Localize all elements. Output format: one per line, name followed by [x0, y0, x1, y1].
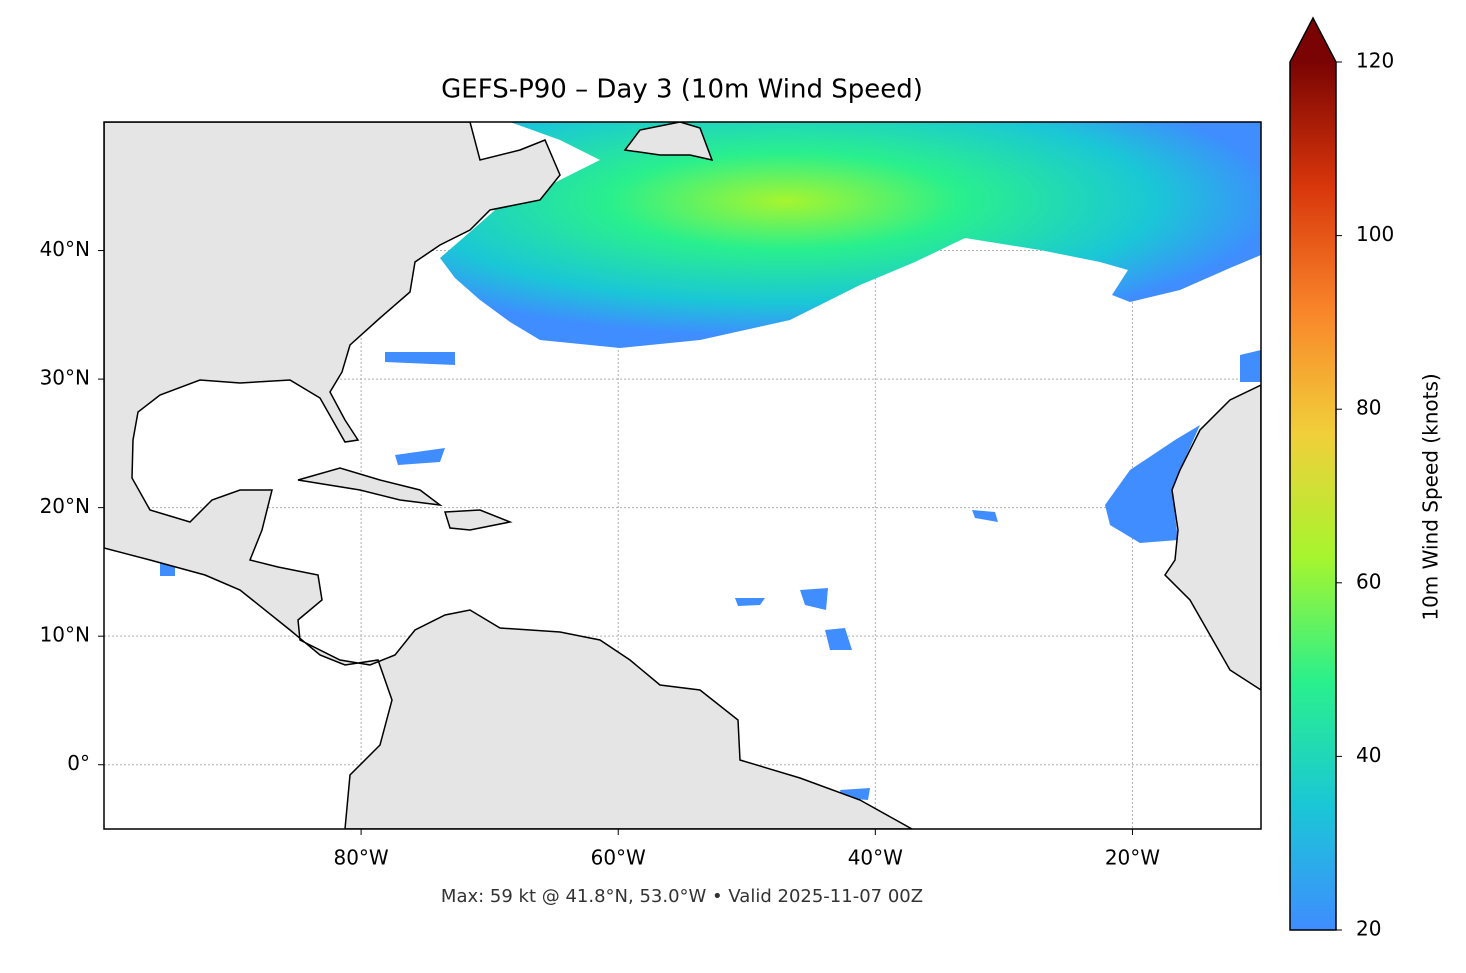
wind-patch: [735, 598, 765, 606]
colorbar-tick-label: 100: [1356, 222, 1394, 246]
wind-patch: [1240, 350, 1261, 382]
land-hispaniola: [443, 509, 513, 531]
colorbar-tick-label: 40: [1356, 743, 1381, 767]
map-area: [104, 122, 1261, 829]
map-frame: [103, 121, 1262, 830]
wind-patch: [825, 628, 852, 650]
colorbar-label: 10m Wind Speed (knots): [1419, 373, 1443, 620]
land-americas: [104, 122, 914, 829]
x-tick-label: 20°W: [1105, 846, 1160, 870]
y-tick-label: 0°: [67, 751, 90, 775]
y-tick-label: 20°N: [40, 494, 90, 518]
colorbar-tick-label: 60: [1356, 569, 1381, 593]
wind-patch: [972, 510, 998, 522]
wind-patch: [385, 352, 455, 365]
colorbar-extension: [1290, 18, 1336, 62]
y-tick-label: 10°N: [40, 623, 90, 647]
wind-patch: [395, 448, 445, 465]
land-newfoundland: [623, 122, 714, 162]
colorbar: [1290, 62, 1336, 930]
x-tick-label: 40°W: [848, 846, 903, 870]
x-tick-label: 60°W: [591, 846, 646, 870]
wind-field: [440, 122, 1261, 348]
map-title: GEFS-P90 – Day 3 (10m Wind Speed): [441, 75, 923, 105]
wind-patch: [800, 588, 828, 610]
x-tick-label: 80°W: [333, 846, 388, 870]
colorbar-tick-label: 120: [1356, 49, 1394, 73]
colorbar-outline: [1289, 16, 1337, 931]
land-africa: [1164, 384, 1261, 691]
y-tick-label: 40°N: [40, 237, 90, 261]
wind-patch: [1105, 425, 1200, 543]
footer-note: Max: 59 kt @ 41.8°N, 53.0°W • Valid 2025…: [441, 886, 923, 907]
y-tick-label: 30°N: [40, 366, 90, 390]
colorbar-tick-label: 80: [1356, 396, 1381, 420]
land-cuba: [297, 467, 443, 507]
colorbar-tick-label: 20: [1356, 917, 1381, 941]
